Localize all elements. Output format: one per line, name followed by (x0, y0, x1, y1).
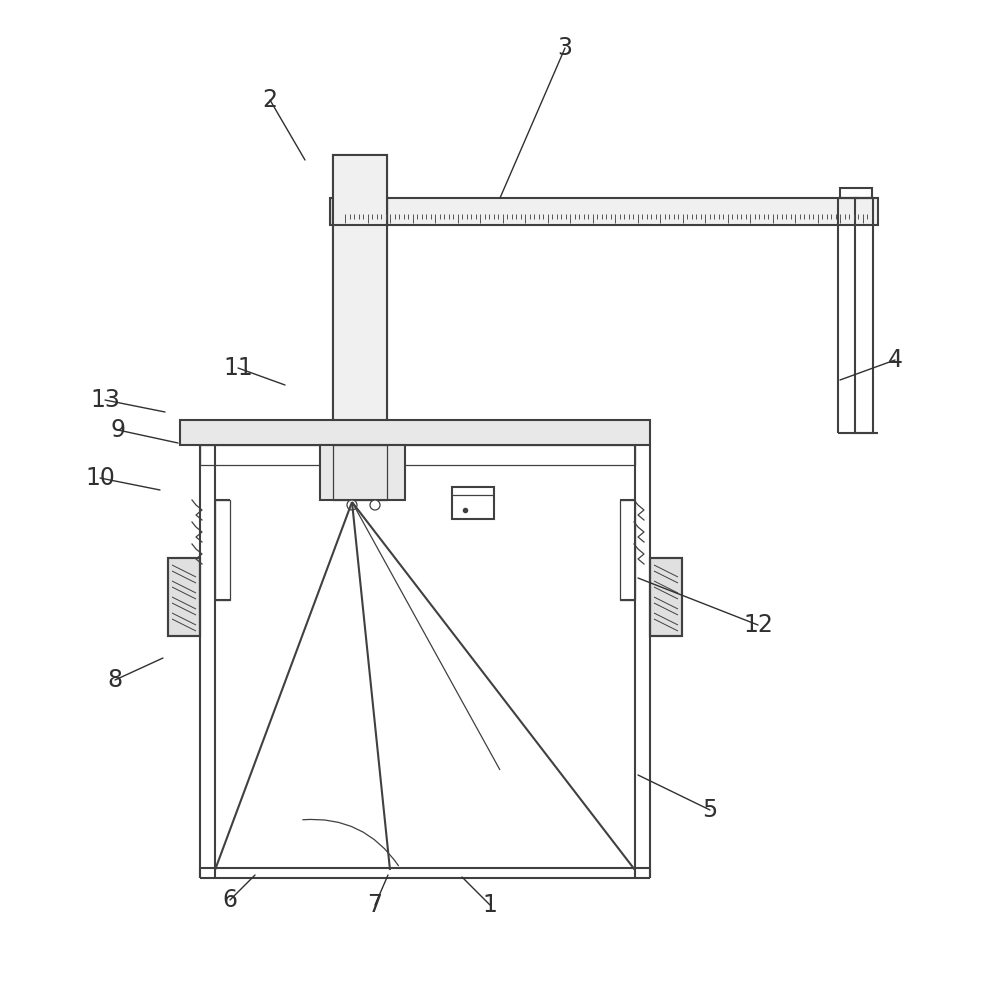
Text: 6: 6 (222, 888, 238, 912)
Circle shape (370, 500, 380, 510)
Text: 1: 1 (483, 893, 497, 917)
Text: 2: 2 (262, 88, 278, 112)
Circle shape (347, 500, 357, 510)
Bar (650, 558, 682, 636)
Bar (333, 445, 387, 500)
Text: 5: 5 (702, 798, 718, 822)
Bar (620, 500, 635, 600)
Text: 10: 10 (85, 466, 115, 490)
Bar (330, 198, 878, 225)
Bar (452, 487, 494, 519)
Text: 12: 12 (743, 613, 773, 637)
Bar (168, 558, 200, 636)
Bar (333, 198, 387, 425)
Bar (855, 198, 873, 433)
Bar (650, 558, 682, 636)
Bar (333, 155, 387, 225)
Bar (840, 188, 872, 198)
Text: 11: 11 (223, 356, 253, 380)
Bar (333, 155, 387, 225)
Text: 8: 8 (107, 668, 123, 692)
Text: 7: 7 (368, 893, 382, 917)
Bar (168, 558, 200, 636)
Bar (180, 420, 650, 445)
Bar (215, 500, 230, 600)
Text: 4: 4 (888, 348, 902, 372)
Bar (320, 445, 405, 500)
Bar (333, 198, 387, 425)
Text: 13: 13 (90, 388, 120, 412)
Text: 9: 9 (110, 418, 126, 442)
Text: 3: 3 (558, 36, 572, 60)
Bar (200, 445, 635, 465)
